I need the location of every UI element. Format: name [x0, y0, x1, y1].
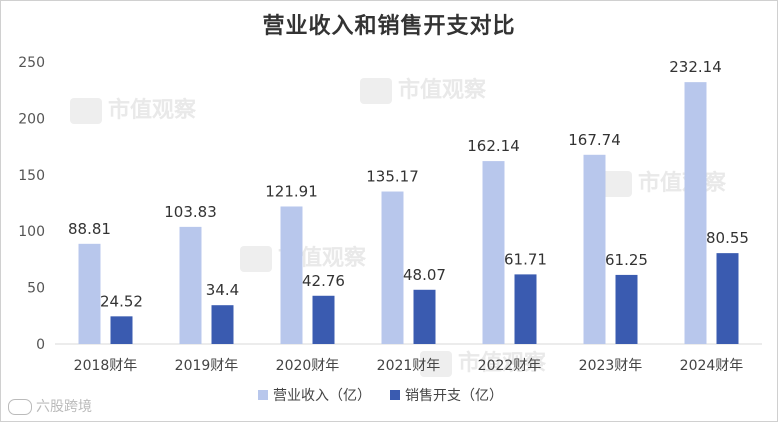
data-label-sales-expense: 48.07 — [403, 266, 446, 284]
data-label-sales-expense: 61.25 — [605, 251, 648, 269]
chart-title: 营业收入和销售开支对比 — [262, 14, 516, 39]
x-tick-label: 2023财年 — [579, 358, 643, 374]
x-tick-label: 2018财年 — [74, 358, 138, 374]
watermark-logo: 市值观察 — [360, 72, 486, 104]
y-tick-label: 0 — [36, 337, 45, 353]
y-tick-label: 200 — [18, 111, 45, 127]
legend-label: 销售开支（亿） — [405, 388, 503, 404]
bar-sales-expense — [110, 316, 133, 344]
bar-revenue — [381, 191, 404, 344]
data-label-revenue: 88.81 — [68, 220, 111, 238]
legend-swatch — [390, 390, 400, 400]
data-label-revenue: 103.83 — [164, 203, 217, 221]
watermark-logo: 市值观察 — [420, 345, 546, 377]
data-label-revenue: 162.14 — [467, 137, 520, 155]
data-label-revenue: 167.74 — [568, 131, 621, 149]
data-label-revenue: 121.91 — [265, 182, 318, 200]
x-tick-label: 2024财年 — [680, 358, 744, 374]
footer-brand: 六股跨境 — [8, 396, 92, 416]
bar-sales-expense — [312, 295, 335, 344]
bar-sales-expense — [211, 305, 234, 344]
footer-brand-text: 六股跨境 — [36, 399, 92, 415]
data-label-sales-expense: 42.76 — [302, 272, 345, 290]
bar-sales-expense — [615, 274, 638, 344]
bar-revenue — [583, 154, 606, 344]
y-tick-label: 100 — [18, 224, 45, 240]
x-tick-label: 2021财年 — [377, 358, 441, 374]
x-tick-label: 2020财年 — [276, 358, 340, 374]
x-tick-label: 2022财年 — [478, 358, 542, 374]
data-label-sales-expense: 61.71 — [504, 250, 547, 268]
bar-revenue — [280, 206, 303, 344]
bar-revenue — [179, 226, 202, 344]
data-label-sales-expense: 34.4 — [206, 281, 239, 299]
bar-revenue — [78, 243, 101, 344]
data-label-revenue: 135.17 — [366, 168, 419, 186]
watermark-logo: 市值观察 — [70, 92, 196, 124]
legend-label: 营业收入（亿） — [273, 388, 371, 404]
brand-logo-icon — [8, 399, 32, 415]
bar-revenue — [482, 161, 505, 344]
bar-revenue — [684, 82, 707, 344]
legend-swatch — [258, 390, 268, 400]
bar-sales-expense — [514, 274, 537, 344]
y-tick-label: 50 — [27, 281, 45, 297]
y-tick-label: 150 — [18, 168, 45, 184]
bar-sales-expense — [413, 289, 436, 344]
x-tick-label: 2019财年 — [175, 358, 239, 374]
data-label-sales-expense: 24.52 — [100, 292, 143, 310]
y-tick-label: 250 — [18, 55, 45, 71]
bar-sales-expense — [716, 253, 739, 344]
data-label-sales-expense: 80.55 — [706, 229, 749, 247]
data-label-revenue: 232.14 — [669, 58, 722, 76]
